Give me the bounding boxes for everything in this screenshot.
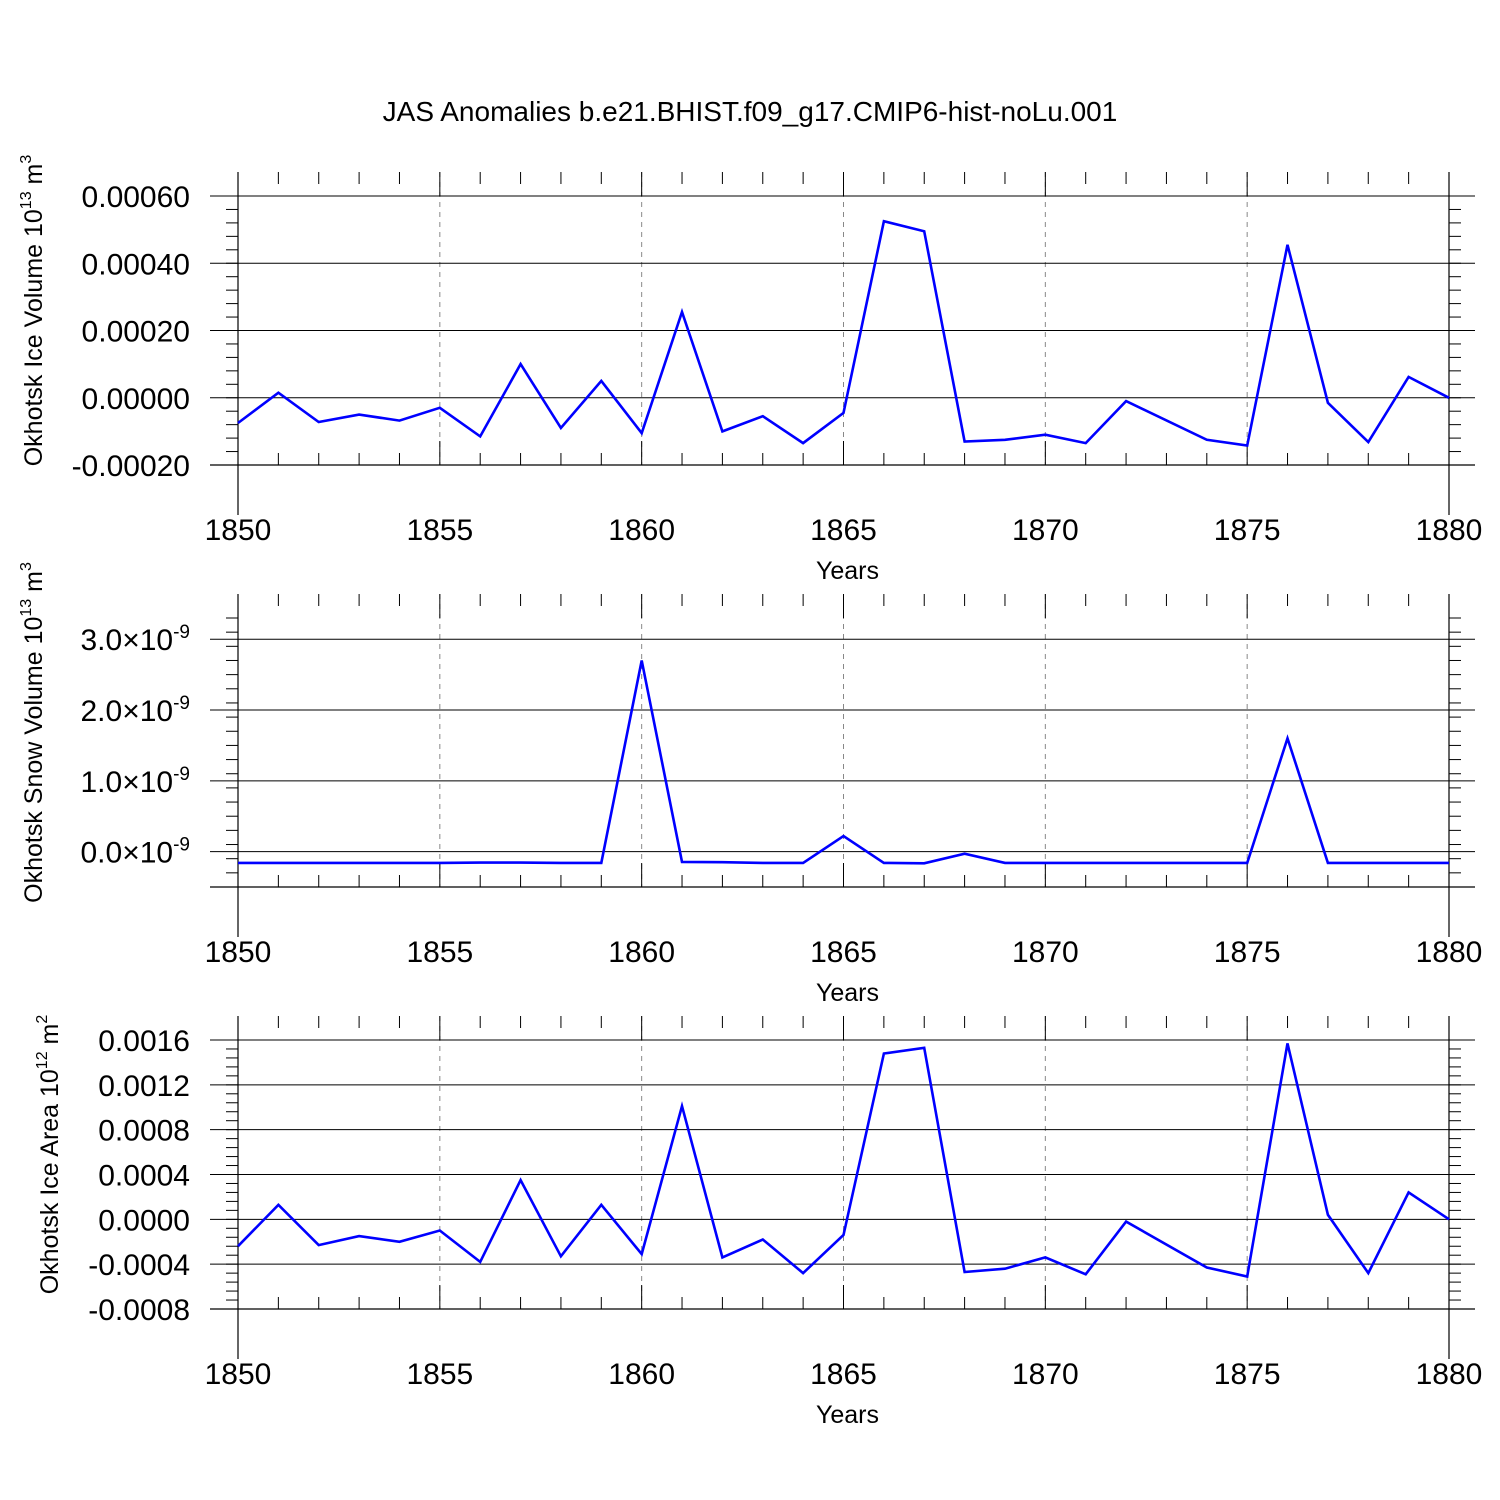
x-tick-label: 1855: [406, 514, 473, 547]
x-tick-label: 1880: [1416, 1358, 1483, 1391]
y-axis-label-main: Okhotsk Ice Volume 10: [20, 209, 48, 466]
y-axis-label-unit-exponent: 3: [18, 155, 35, 164]
x-tick-label: 1860: [608, 514, 675, 547]
y-tick-exponent: -9: [173, 622, 190, 643]
panel-ice-area: 1850 1855 1860 1865 1870 1875 1880 -0.0008 -0.00…: [34, 1015, 1482, 1429]
x-tick-label: 1880: [1416, 936, 1483, 969]
y-tick-mantissa: 1.0: [80, 766, 122, 799]
panel-ice-volume: 1850 1855 1860 1865 1870 1875 1880 -0.00020 0.00…: [18, 155, 1482, 585]
series-line: [237, 219, 1450, 447]
y-tick-exponent: -9: [173, 693, 190, 714]
y-tick-mantissa: 2.0: [80, 695, 122, 728]
y-axis-label-main: Okhotsk Ice Area 10: [36, 1069, 64, 1294]
y-tick-label: 3.0×10-9: [80, 622, 190, 657]
x-axis-label: Years: [816, 979, 879, 1007]
y-tick-exponent: -9: [173, 764, 190, 785]
y-tick-label: -0.0008: [88, 1294, 190, 1327]
y-tick-label: 0.0000: [98, 1204, 190, 1237]
y-tick-label: -0.0004: [88, 1249, 190, 1282]
y-tick-exponent: -9: [173, 835, 190, 856]
x-axis-label: Years: [816, 557, 879, 585]
x-tick-label: 1855: [406, 1358, 473, 1391]
x-tick-label: 1875: [1214, 936, 1281, 969]
y-tick-label: 0.0008: [98, 1115, 190, 1148]
y-tick-label: 0.00040: [82, 248, 190, 281]
y-axis-label: Okhotsk Ice Volume 1013 m3: [18, 155, 48, 467]
series-line: [237, 1043, 1450, 1279]
x-axis-label: Years: [816, 1401, 879, 1429]
x-tick-label: 1880: [1416, 514, 1483, 547]
y-axis-label: Okhotsk Ice Area 1012 m2: [34, 1015, 64, 1295]
y-tick-label: -0.00020: [72, 450, 190, 483]
x-tick-label: 1855: [406, 936, 473, 969]
y-tick-label: 0.0012: [98, 1070, 190, 1103]
y-axis-label-main: Okhotsk Snow Volume 10: [20, 617, 48, 903]
y-axis-label-unit-exponent: 2: [34, 1015, 51, 1024]
panel-snow-volume: 1850 1855 1860 1865 1870 1875 18800.0×10-91.0×…: [18, 562, 1482, 1007]
x-tick-label: 1850: [205, 514, 272, 547]
y-tick-times: ×10: [122, 624, 173, 657]
y-axis-label-unit: m: [20, 571, 48, 599]
x-tick-label: 1865: [810, 514, 877, 547]
x-tick-label: 1865: [810, 936, 877, 969]
y-tick-label: 2.0×10-9: [80, 693, 190, 728]
y-tick-mantissa: 0.0: [80, 837, 122, 870]
y-axis-label-unit-exponent: 3: [18, 562, 35, 571]
y-tick-times: ×10: [122, 766, 173, 799]
y-tick-label: 0.0×10-9: [80, 835, 190, 870]
y-axis-label-unit: m: [36, 1024, 64, 1052]
y-tick-label: 0.00060: [82, 181, 190, 214]
y-tick-times: ×10: [122, 695, 173, 728]
x-tick-label: 1850: [205, 1358, 272, 1391]
x-tick-label: 1870: [1012, 936, 1079, 969]
y-tick-label: 0.00000: [82, 383, 190, 416]
y-axis-label: Okhotsk Snow Volume 1013 m3: [18, 562, 48, 903]
y-tick-label: 0.0016: [98, 1025, 190, 1058]
x-tick-label: 1850: [205, 936, 272, 969]
y-axis-label-exponent: 12: [34, 1051, 51, 1069]
x-tick-label: 1870: [1012, 514, 1079, 547]
y-tick-label: 0.00020: [82, 316, 190, 349]
y-axis-label-exponent: 13: [18, 191, 35, 209]
y-axis-label-unit: m: [20, 164, 48, 192]
x-tick-label: 1870: [1012, 1358, 1079, 1391]
y-tick-times: ×10: [122, 837, 173, 870]
x-tick-label: 1865: [810, 1358, 877, 1391]
y-tick-label: 1.0×10-9: [80, 764, 190, 799]
series-line: [238, 660, 1449, 865]
y-axis-label-exponent: 13: [18, 599, 35, 617]
y-tick-mantissa: 3.0: [80, 624, 122, 657]
x-tick-label: 1875: [1214, 1358, 1281, 1391]
figure-title: JAS Anomalies b.e21.BHIST.f09_g17.CMIP6-…: [383, 96, 1118, 127]
x-tick-label: 1875: [1214, 514, 1281, 547]
y-tick-label: 0.0004: [98, 1160, 190, 1193]
x-tick-label: 1860: [608, 1358, 675, 1391]
x-tick-label: 1860: [608, 936, 675, 969]
